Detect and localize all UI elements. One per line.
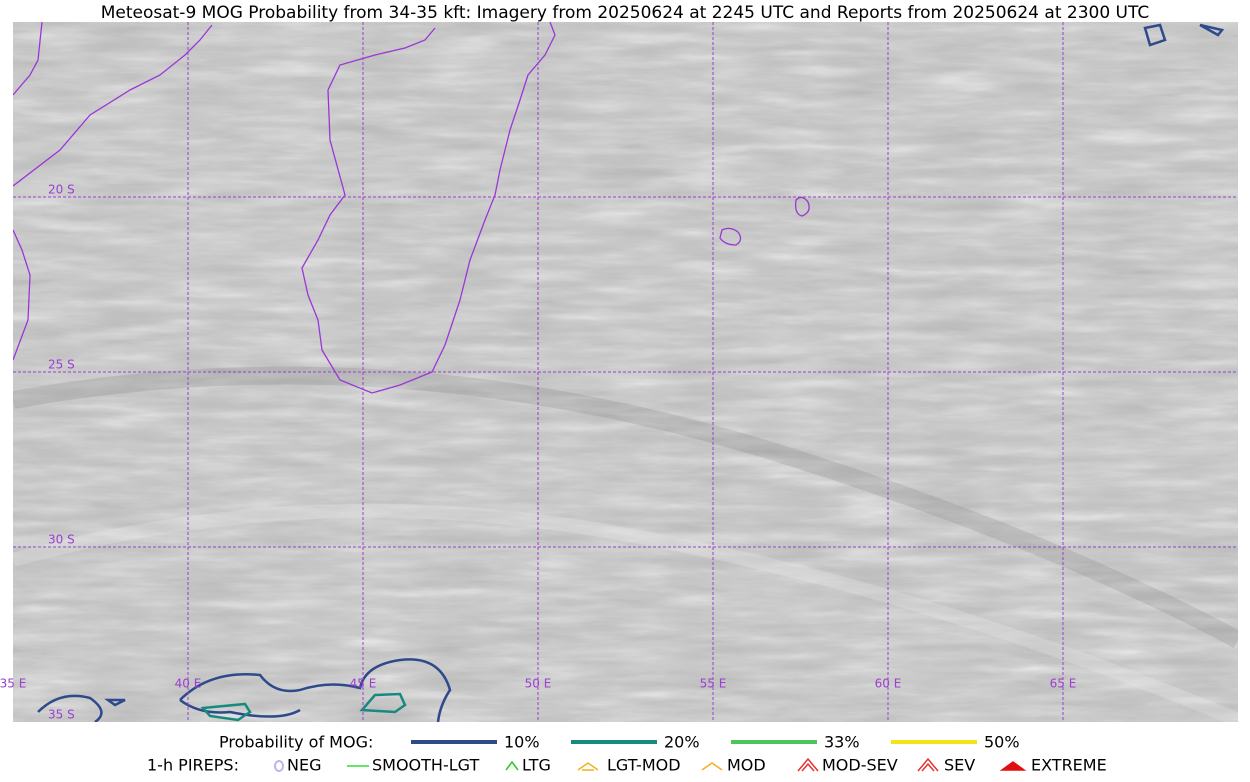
legend-icon [797, 757, 819, 772]
legend-icon [999, 761, 1027, 771]
legend-label: NEG [287, 756, 321, 775]
legend-icon [505, 760, 519, 771]
africa-coast-south [13, 229, 31, 361]
legend-label: EXTREME [1031, 756, 1107, 775]
longitude-label: 50 E [525, 677, 552, 691]
light-band [13, 503, 1238, 722]
latitude-label: 25 S [48, 358, 75, 372]
mauritius-coast [794, 196, 810, 217]
legend-icon [701, 762, 723, 771]
legend-label: LGT-MOD [607, 756, 681, 775]
contour-20 [200, 702, 252, 722]
longitude-label: 40 E [175, 677, 202, 691]
latitude-label: 35 S [48, 708, 75, 722]
contour-10 [179, 658, 452, 722]
latitude-label: 20 S [48, 183, 75, 197]
longitude-label: 65 E [1050, 677, 1077, 691]
contour-10 [1143, 23, 1225, 47]
legend-heading: Probability of MOG: [219, 733, 373, 752]
longitude-label: 45 E [350, 677, 377, 691]
legend-icon [917, 757, 939, 772]
title: Meteosat-9 MOG Probability from 34-35 kf… [101, 3, 1150, 23]
madagascar-coast [301, 22, 556, 394]
contour-10 [37, 694, 126, 722]
map [13, 22, 1238, 722]
legend-label: 20% [664, 733, 700, 752]
legend-label: MOD [727, 756, 766, 775]
legend-label: 50% [984, 733, 1020, 752]
legend-label: SEV [944, 756, 975, 775]
longitude-label: 55 E [700, 677, 727, 691]
legend: Probability of MOG: 10% 20% 33% 50% 1-h PIREP… [147, 733, 1107, 775]
legend-icon [274, 760, 284, 772]
legend-label: 10% [504, 733, 540, 752]
contour-20 [359, 692, 407, 714]
legend-heading: 1-h PIREPS: [147, 756, 239, 775]
longitude-label: 35 E [0, 677, 26, 691]
latitude-label: 30 S [48, 533, 75, 547]
legend-label: SMOOTH-LGT [372, 756, 479, 775]
legend-label: 33% [824, 733, 860, 752]
africa-coast [13, 22, 213, 187]
reunion-coast [719, 227, 742, 246]
longitude-label: 60 E [875, 677, 902, 691]
legend-label: LTG [522, 756, 551, 775]
legend-icon [577, 762, 599, 771]
legend-label: MOD-SEV [822, 756, 898, 775]
dark-band [13, 366, 1238, 648]
